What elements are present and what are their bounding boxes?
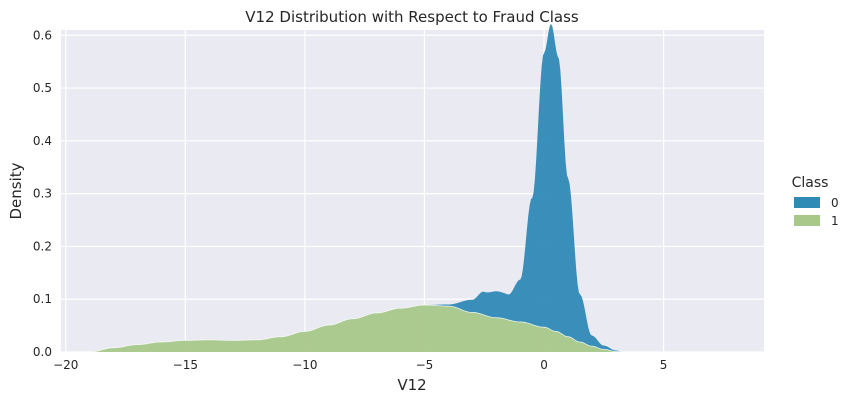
- x-tick-labels: −20 −15 −10 −5 0 5: [53, 358, 667, 372]
- y-tick-label: 0.6: [33, 28, 52, 42]
- density-areas: [89, 23, 623, 353]
- legend-swatch-class-0: [794, 197, 820, 208]
- x-tick-label: 5: [660, 358, 668, 372]
- y-tick-label: 0.0: [33, 345, 52, 359]
- density-area-class-0: [89, 23, 623, 352]
- x-tick-label: −5: [416, 358, 434, 372]
- plot-background: [61, 30, 764, 352]
- x-tick-label: −10: [292, 358, 317, 372]
- x-axis-title: V12: [397, 376, 426, 394]
- legend: Class 0 1: [792, 175, 839, 228]
- chart-title: V12 Distribution with Respect to Fraud C…: [245, 8, 579, 26]
- y-tick-label: 0.4: [33, 134, 52, 148]
- x-tick-label: 0: [540, 358, 548, 372]
- y-axis-title: Density: [7, 162, 25, 219]
- y-tick-label: 0.2: [33, 239, 52, 253]
- legend-title: Class: [792, 175, 829, 191]
- x-tick-label: −20: [53, 358, 78, 372]
- y-tick-label: 0.5: [33, 81, 52, 95]
- x-tick-label: −15: [173, 358, 198, 372]
- y-tick-labels: 0.0 0.1 0.2 0.3 0.4 0.5 0.6: [33, 28, 52, 359]
- legend-label-class-1: 1: [831, 214, 839, 228]
- y-tick-label: 0.1: [33, 292, 52, 306]
- legend-label-class-0: 0: [831, 196, 839, 210]
- legend-swatch-class-1: [794, 215, 820, 226]
- density-boundary-line: [89, 304, 623, 353]
- y-tick-label: 0.3: [33, 187, 52, 201]
